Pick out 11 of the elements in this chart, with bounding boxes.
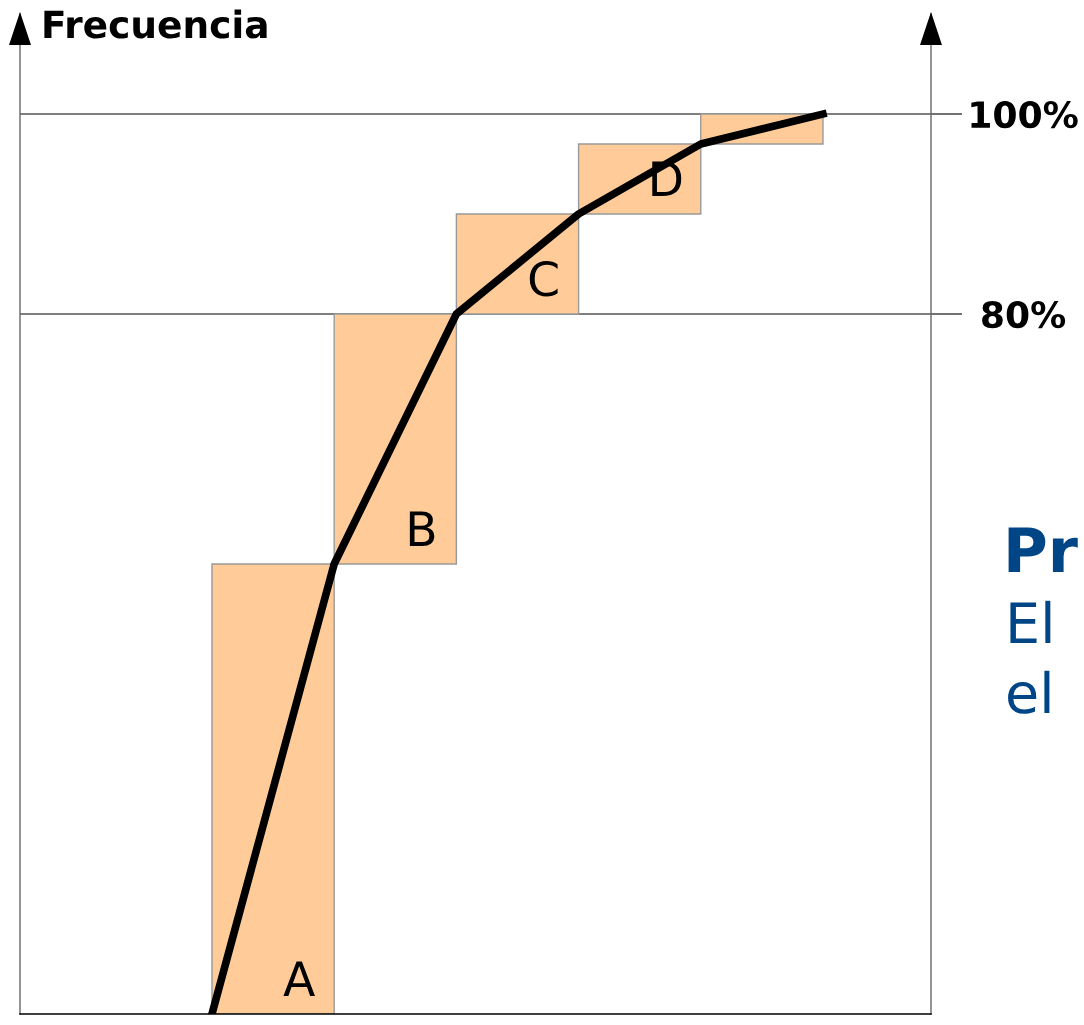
text: Pr [1008, 527, 1078, 572]
y-tick-label: 100% [971, 100, 1078, 129]
data-label: B [409, 511, 435, 546]
y-axis-title: Frecuencia [44, 9, 267, 39]
data-label: A [283, 961, 315, 996]
y-tick-label: 80% [982, 300, 1066, 329]
text: El [1010, 600, 1051, 643]
text: el [1008, 670, 1050, 714]
bar [333, 313, 458, 565]
data-label: C [529, 260, 558, 297]
bar [211, 563, 335, 1014]
